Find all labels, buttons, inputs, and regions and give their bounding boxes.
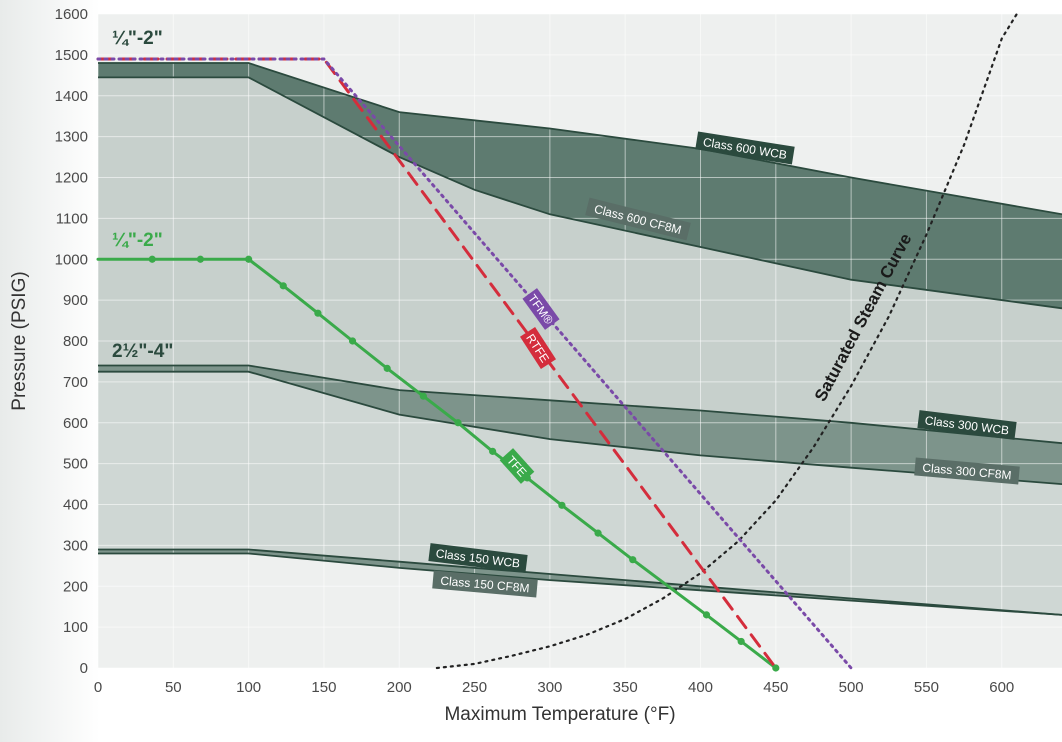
- tfe-point: [196, 255, 205, 263]
- x-tick-label: 350: [613, 679, 638, 696]
- class-600-region: [98, 77, 1062, 615]
- x-tick-label: 400: [688, 679, 713, 696]
- y-tick-label: 1400: [55, 88, 88, 105]
- page-fade: [0, 0, 100, 742]
- class-300-band: [98, 365, 1062, 485]
- tfe-markers: [148, 255, 780, 672]
- x-tick-label: 300: [537, 679, 562, 696]
- y-tick-label: 1100: [56, 210, 88, 227]
- series-class-300-cf8m: [98, 370, 1062, 485]
- tfe-point: [629, 556, 637, 564]
- y-tick-label: 1600: [55, 6, 88, 23]
- series-tfe: [96, 257, 778, 670]
- tfe-point: [558, 501, 566, 509]
- label-class-300-cf8m: Class 300 CF8M: [914, 457, 1020, 485]
- label-class-600-cf8m-bg: [585, 197, 691, 241]
- class-lines: [98, 62, 1062, 616]
- x-tick-label: 250: [462, 679, 487, 696]
- x-tick-label: 550: [914, 679, 939, 696]
- size-range-label: 2½"-4": [112, 341, 173, 362]
- series-class-300-wcb: [98, 364, 1062, 445]
- label-tfm-bg: [522, 288, 560, 330]
- label-rtfe-bg: [519, 326, 557, 370]
- size-range-label: ¼"-2": [112, 230, 163, 251]
- label-class-150-cf8m-bg: [432, 570, 538, 598]
- y-tick-label: 1200: [55, 170, 88, 187]
- x-axis-label: Maximum Temperature (°F): [444, 704, 675, 725]
- x-tick-label: 200: [387, 679, 412, 696]
- label-class-150-cf8m: Class 150 CF8M: [432, 570, 538, 598]
- label-class-600-wcb-bg: [695, 131, 795, 165]
- tfe-point: [148, 255, 156, 263]
- series-class-600-wcb: [98, 62, 1062, 216]
- x-tick-label: 0: [94, 679, 102, 696]
- series-class-600-cf8m: [98, 76, 1062, 310]
- y-tick-label: 400: [63, 497, 88, 514]
- y-tick-label: 500: [63, 456, 88, 473]
- tfe-point: [314, 309, 322, 317]
- seal-lines: [96, 12, 1018, 670]
- x-tick-label: 50: [165, 679, 182, 696]
- y-tick-label: 0: [80, 660, 88, 677]
- y-tick-label: 900: [63, 292, 88, 309]
- label-class-300-cf8m-bg: [914, 457, 1020, 485]
- y-tick-label: 1000: [55, 251, 88, 268]
- series-class-150-wcb: [98, 548, 1062, 616]
- series-rtfe: [96, 57, 778, 670]
- size-range-label: ¼"-2": [112, 28, 163, 49]
- axes: 0100200300400500600700800900100011001200…: [9, 6, 1014, 725]
- tfe-point: [419, 392, 427, 400]
- label-class-300-wcb-bg: [917, 410, 1017, 440]
- tfe-point: [348, 337, 357, 345]
- series-class-150-cf8m: [98, 552, 1062, 616]
- tfe-point: [489, 447, 497, 455]
- y-tick-label: 100: [63, 619, 88, 636]
- tfe-point: [383, 364, 391, 372]
- x-tick-label: 150: [311, 679, 336, 696]
- y-tick-label: 800: [63, 333, 88, 350]
- y-tick-label: 200: [63, 578, 88, 595]
- y-tick-label: 700: [63, 374, 88, 391]
- tfe-point: [702, 611, 711, 619]
- x-tick-label: 600: [989, 679, 1014, 696]
- tfe-point: [737, 637, 745, 646]
- tfe-point: [772, 664, 780, 672]
- label-class-150-wcb-bg: [428, 543, 528, 573]
- tfe-point: [279, 282, 287, 290]
- y-tick-label: 1300: [55, 129, 88, 146]
- label-tfe-bg: [499, 448, 535, 484]
- tfe-point: [454, 419, 462, 427]
- y-tick-label: 600: [63, 415, 88, 432]
- class-300-region: [98, 371, 1062, 615]
- y-tick-label: 300: [63, 537, 88, 554]
- x-tick-label: 450: [763, 679, 788, 696]
- tfe-point: [245, 255, 253, 263]
- x-tick-label: 500: [839, 679, 864, 696]
- tfe-point: [594, 529, 602, 537]
- series-tfm-: [96, 57, 853, 670]
- y-axis-label: Pressure (PSIG): [9, 271, 30, 410]
- grid: [97, 13, 1062, 669]
- x-tick-label: 100: [236, 679, 261, 696]
- series-saturated-steam-curve: [435, 12, 1018, 670]
- y-tick-label: 1500: [55, 47, 88, 64]
